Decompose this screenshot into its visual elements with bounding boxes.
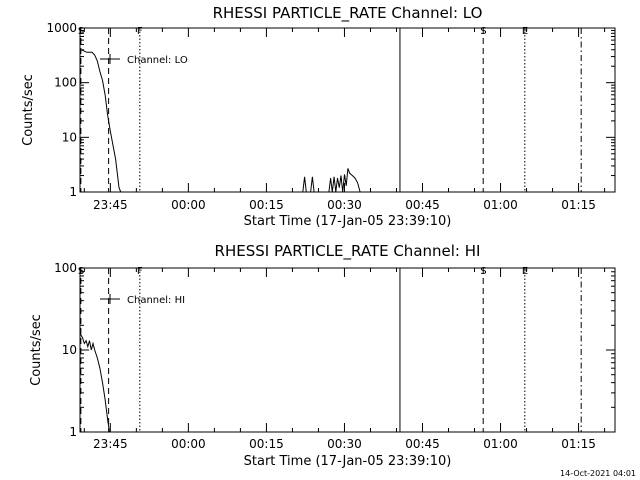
- x-tick-label: 00:30: [327, 198, 362, 212]
- y-tick-label: 100: [54, 76, 77, 90]
- event-marker-label: F: [137, 266, 143, 277]
- chart-title: RHESSI PARTICLE_RATE Channel: HI: [215, 242, 481, 261]
- x-tick-label: 00:45: [405, 437, 440, 451]
- y-tick-label: 1: [69, 185, 77, 199]
- x-tick-label: 00:30: [327, 437, 362, 451]
- y-tick-label: 10: [62, 130, 77, 144]
- chart-title: RHESSI PARTICLE_RATE Channel: LO: [213, 4, 483, 23]
- series-line: [79, 333, 110, 433]
- event-marker-label: E: [522, 266, 528, 277]
- x-tick-label: 00:15: [249, 198, 284, 212]
- x-tick-label: 00:15: [249, 437, 284, 451]
- x-tick-label: 01:00: [483, 437, 518, 451]
- x-axis-label: Start Time (17-Jan-05 23:39:10): [244, 454, 452, 469]
- event-marker-label: S: [78, 26, 84, 37]
- y-tick-label: 10: [62, 343, 77, 357]
- x-tick-label: 23:45: [93, 437, 128, 451]
- x-axis-label: Start Time (17-Jan-05 23:39:10): [244, 214, 452, 229]
- y-axis-label: Counts/sec: [21, 74, 36, 146]
- x-tick-label: 01:15: [561, 437, 596, 451]
- x-tick-label: 01:00: [483, 198, 518, 212]
- x-tick-label: 00:00: [171, 437, 206, 451]
- plot-timestamp: 14-Oct-2021 04:01: [560, 469, 636, 478]
- x-tick-label: 00:45: [405, 198, 440, 212]
- event-marker-label: S: [480, 266, 486, 277]
- legend-entry: Channel: LO: [127, 55, 188, 66]
- y-tick-label: 100: [54, 261, 77, 275]
- x-tick-label: 23:45: [93, 198, 128, 212]
- series-line: [79, 48, 122, 193]
- y-tick-label: 1000: [46, 21, 77, 35]
- event-marker-label: E: [522, 26, 528, 37]
- event-marker-label: S: [78, 266, 84, 277]
- plot-frame: [79, 267, 616, 433]
- legend-entry: Channel: HI: [127, 295, 185, 306]
- event-marker-label: F: [137, 26, 143, 37]
- y-tick-label: 1: [69, 425, 77, 439]
- event-marker-label: S: [480, 26, 486, 37]
- plot-frame: [79, 27, 616, 193]
- x-tick-label: 00:00: [171, 198, 206, 212]
- chart-panel-2: RHESSI PARTICLE_RATE Channel: HI 1 10 100 Co…: [29, 242, 616, 469]
- x-tick-label: 01:15: [561, 198, 596, 212]
- y-axis-label: Counts/sec: [29, 314, 44, 386]
- chart-panel-1: RHESSI PARTICLE_RATE Channel: LO 1 10 100 10…: [21, 4, 616, 229]
- series-line: [302, 168, 361, 193]
